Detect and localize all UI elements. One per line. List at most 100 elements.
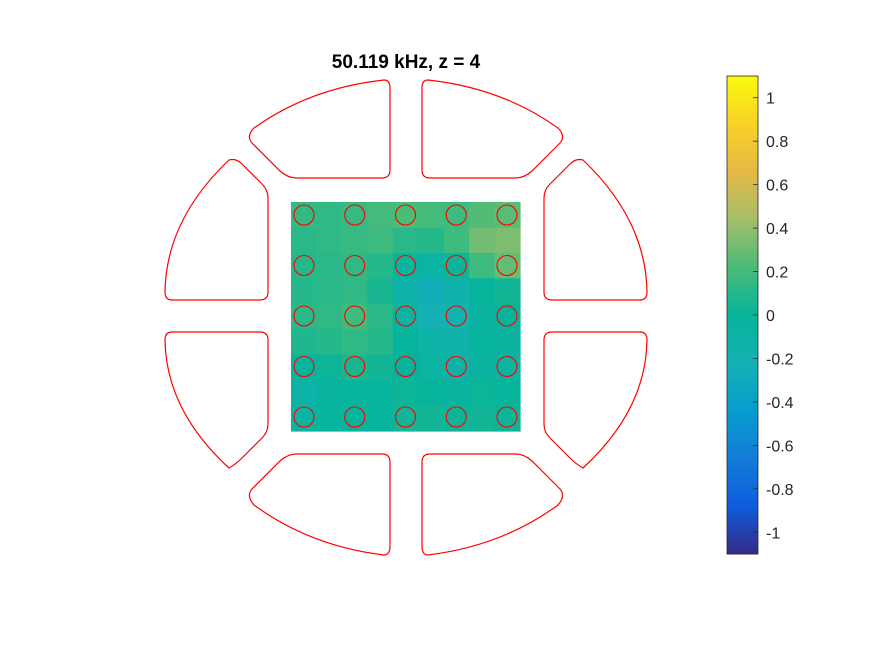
colorbar-gradient-step bbox=[727, 418, 758, 424]
sensor-marker bbox=[445, 355, 467, 378]
colorbar-gradient-step bbox=[727, 406, 758, 412]
colorbar-gradient-step bbox=[727, 215, 758, 220]
colorbar-gradient-step bbox=[727, 255, 758, 260]
colorbar-gradient-step bbox=[727, 482, 758, 487]
colorbar-gradient-step bbox=[727, 414, 758, 420]
heatmap-cell bbox=[291, 380, 318, 407]
colorbar-gradient-step bbox=[727, 275, 758, 280]
sensor-marker bbox=[496, 406, 518, 428]
colorbar-gradient-step bbox=[727, 506, 758, 511]
heatmap-cell bbox=[443, 380, 470, 407]
heatmap-cell bbox=[316, 354, 343, 381]
heatmap-cell bbox=[392, 278, 419, 305]
heatmap-cell bbox=[367, 354, 394, 381]
sensor-markers bbox=[293, 204, 518, 428]
heatmap-cell bbox=[291, 202, 318, 229]
heatmap-cell bbox=[494, 278, 521, 305]
colorbar-gradient-step bbox=[727, 279, 758, 284]
sensor-marker bbox=[394, 204, 417, 226]
colorbar-tick-label: -0.2 bbox=[766, 351, 794, 368]
heatmap-cell bbox=[469, 329, 496, 356]
outline-segment-left-upper bbox=[164, 158, 269, 301]
sensor-marker bbox=[344, 406, 366, 428]
outline-segment-right-lower bbox=[543, 331, 648, 469]
colorbar-gradient-step bbox=[727, 191, 758, 196]
heatmap-cell bbox=[367, 303, 394, 330]
sensor-marker bbox=[394, 406, 417, 428]
heatmap-cell bbox=[392, 380, 419, 407]
colorbar-gradient-step bbox=[727, 295, 758, 300]
sensor-marker bbox=[394, 305, 417, 327]
colorbar-gradient-step bbox=[727, 103, 758, 109]
colorbar-gradient-step bbox=[727, 151, 758, 157]
colorbar-gradient-step bbox=[727, 434, 758, 439]
colorbar-gradient-step bbox=[727, 167, 758, 173]
colorbar-gradient-step bbox=[727, 135, 758, 141]
heatmap-cell bbox=[494, 202, 521, 229]
colorbar-gradient-step bbox=[727, 171, 758, 177]
heatmap-cell bbox=[392, 202, 419, 229]
colorbar-gradient-step bbox=[727, 474, 758, 479]
colorbar-gradient-step bbox=[727, 187, 758, 193]
colorbar-gradient-step bbox=[727, 87, 758, 93]
colorbar-gradient-step bbox=[727, 83, 758, 89]
heatmap-cell bbox=[392, 252, 419, 279]
colorbar-gradient-step bbox=[727, 522, 758, 527]
heatmap-cell bbox=[291, 329, 318, 356]
colorbar-gradient-step bbox=[727, 111, 758, 117]
colorbar-gradient-step bbox=[727, 259, 758, 264]
colorbar-gradient-step bbox=[727, 303, 758, 308]
colorbar-gradient-step bbox=[727, 291, 758, 296]
colorbar-gradient-step bbox=[727, 76, 758, 81]
heatmap-cell bbox=[494, 227, 521, 254]
colorbar-gradient-step bbox=[727, 175, 758, 181]
colorbar-gradient-step bbox=[727, 370, 758, 376]
outline-segment-top-right bbox=[421, 79, 564, 179]
heatmap-cell bbox=[367, 405, 394, 432]
colorbar-gradient-step bbox=[727, 251, 758, 256]
heatmap-cell bbox=[418, 227, 445, 254]
heatmap-cell bbox=[392, 227, 419, 254]
colorbar-gradient-step bbox=[727, 358, 758, 364]
colorbar-tick-label: 0 bbox=[766, 308, 775, 325]
colorbar-tick-label: 0.8 bbox=[766, 134, 788, 151]
colorbar-gradient-step bbox=[727, 211, 758, 216]
colorbar-tick-label: -0.4 bbox=[766, 395, 794, 412]
heatmap-cell bbox=[469, 380, 496, 407]
outline-segment-top-left bbox=[248, 79, 391, 179]
heatmap-cell bbox=[418, 354, 445, 381]
colorbar-gradient-step bbox=[727, 442, 758, 447]
heatmap-cell bbox=[443, 329, 470, 356]
colorbar-gradient-step bbox=[727, 143, 758, 149]
colorbar-gradient-step bbox=[727, 127, 758, 133]
heatmap-cell bbox=[469, 303, 496, 330]
sensor-marker bbox=[293, 254, 315, 277]
sensor-marker bbox=[496, 305, 518, 327]
colorbar-tick-label: -1 bbox=[766, 525, 780, 542]
heatmap-cell bbox=[316, 278, 343, 305]
outline-segment-right-upper bbox=[543, 158, 648, 301]
sensor-marker bbox=[344, 254, 366, 277]
colorbar-gradient-step bbox=[727, 398, 758, 404]
colorbar-gradient-step bbox=[727, 123, 758, 129]
colorbar-gradient-step bbox=[727, 498, 758, 503]
heatmap-cell bbox=[469, 354, 496, 381]
heatmap-cell bbox=[291, 252, 318, 279]
colorbar-gradient-step bbox=[727, 131, 758, 137]
colorbar-gradient-step bbox=[727, 179, 758, 185]
colorbar-gradient-step bbox=[727, 147, 758, 153]
colorbar-gradient-step bbox=[727, 283, 758, 288]
colorbar-gradient-step bbox=[727, 478, 758, 483]
heatmap-cell bbox=[367, 380, 394, 407]
colorbar-gradient-step bbox=[727, 231, 758, 236]
colorbar-gradient-step bbox=[727, 79, 758, 85]
heatmap-cell bbox=[443, 252, 470, 279]
heatmap-cell bbox=[418, 405, 445, 432]
colorbar-gradient-step bbox=[727, 322, 758, 328]
sensor-marker bbox=[496, 355, 518, 378]
heatmap-cell bbox=[418, 329, 445, 356]
colorbar-gradient-step bbox=[727, 446, 758, 451]
colorbar-gradient-step bbox=[727, 462, 758, 467]
colorbar-gradient-step bbox=[727, 183, 758, 189]
sensor-marker bbox=[445, 406, 467, 428]
